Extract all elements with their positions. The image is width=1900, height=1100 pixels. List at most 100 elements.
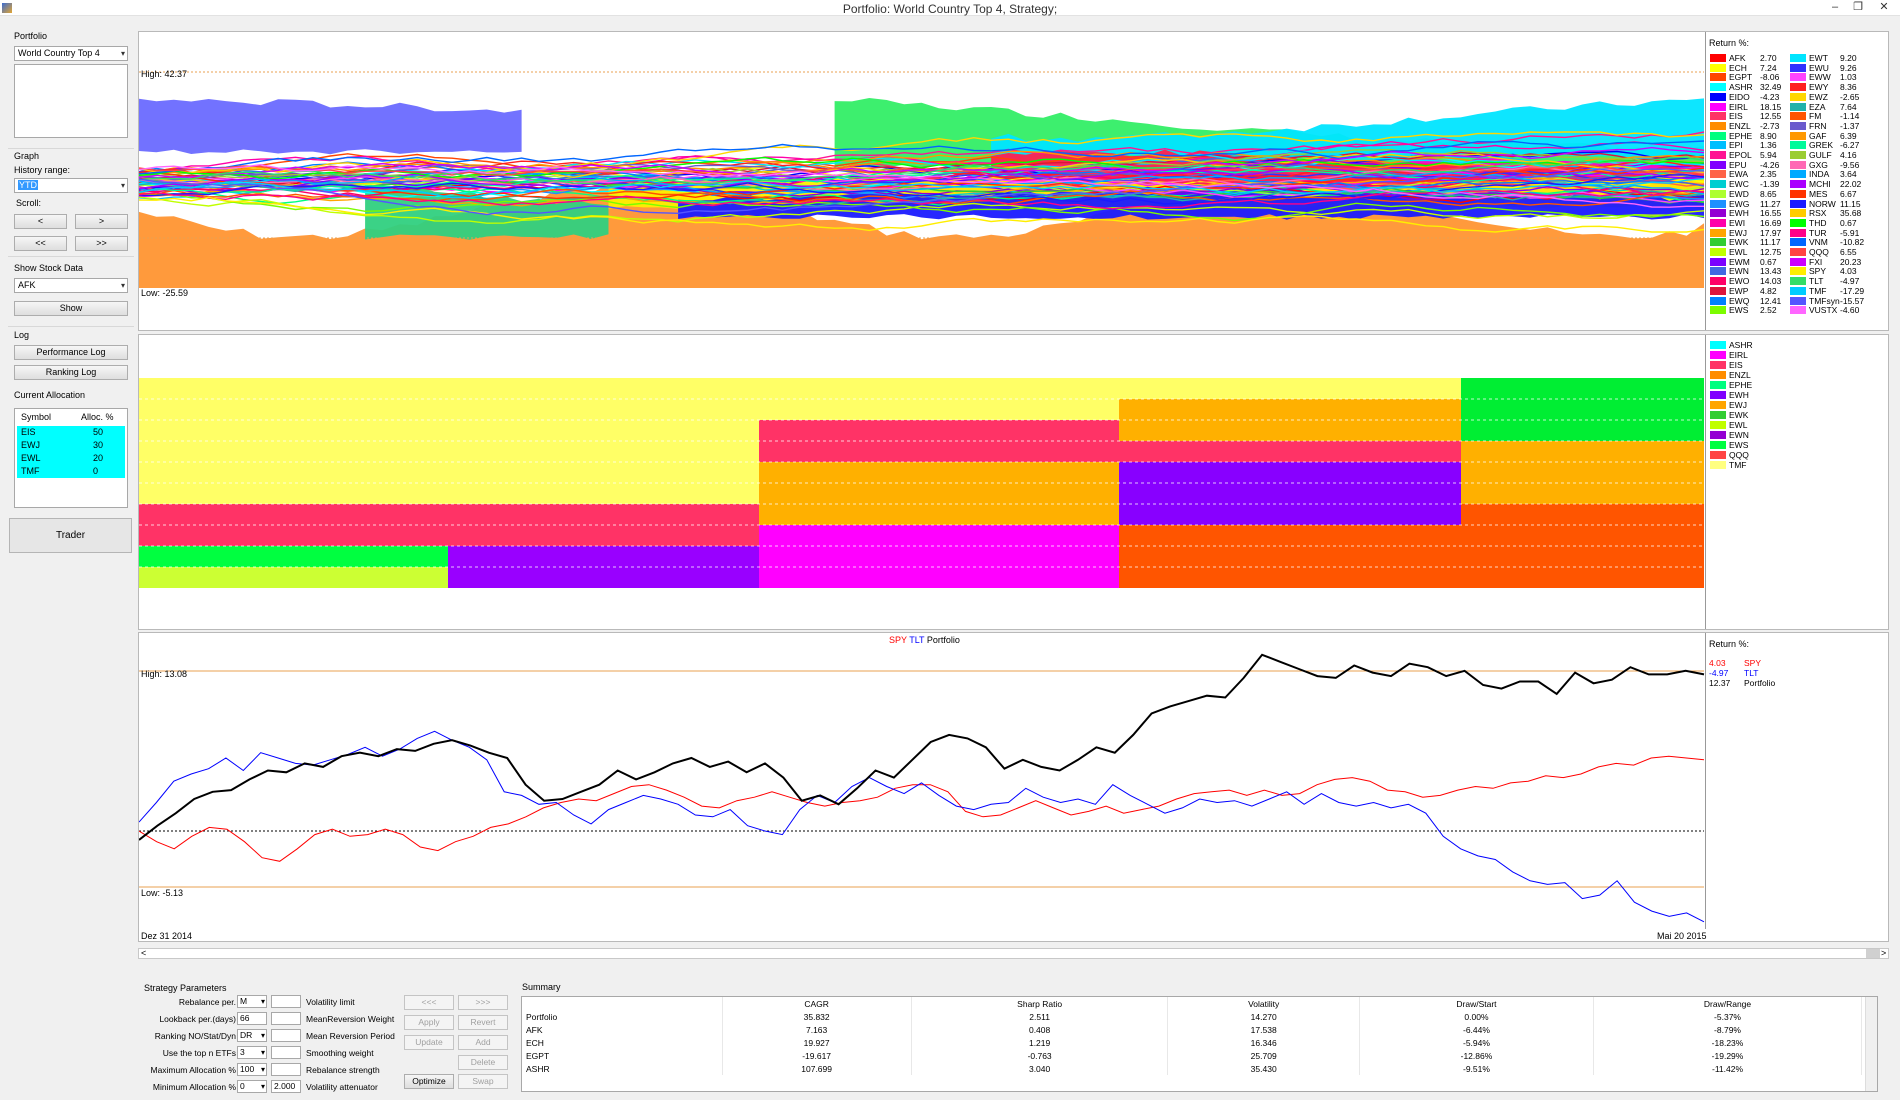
- prev-strategy-button[interactable]: <<<: [404, 995, 454, 1010]
- legend-value: 2.70: [1760, 53, 1777, 63]
- legend-swatch: [1790, 63, 1806, 72]
- summary-table[interactable]: CAGR Sharp Ratio Volatility Draw/Start D…: [521, 996, 1878, 1092]
- legend-value: 22.02: [1840, 179, 1862, 190]
- apply-button[interactable]: Apply: [404, 1015, 454, 1030]
- chevron-down-icon: ▾: [120, 181, 125, 190]
- summary-scrollbar[interactable]: [1865, 997, 1877, 1091]
- horizontal-scrollbar[interactable]: < >: [138, 948, 1889, 959]
- summary-cell: 14.270: [1167, 1010, 1360, 1023]
- ranking-legend: ASHR EIRL EIS ENZL EPHE EWH EWJ EWK EWL EWN EWS QQQ…: [1705, 335, 1887, 629]
- mr-period-label: Mean Reversion Period: [306, 1031, 395, 1041]
- minimize-icon[interactable]: –: [1831, 1, 1839, 13]
- max-alloc-value: 100: [240, 1064, 255, 1074]
- legend-swatch: [1710, 141, 1726, 150]
- add-button[interactable]: Add: [458, 1035, 508, 1050]
- summary-row[interactable]: ASHR 107.699 3.040 35.430 -9.51% -11.42%: [522, 1062, 1862, 1075]
- history-range-select[interactable]: YTD ▾: [14, 178, 128, 193]
- rebalance-strength-field[interactable]: [271, 1063, 301, 1076]
- scroll-left-icon[interactable]: <: [141, 948, 147, 958]
- summary-row[interactable]: EGPT -19.617 -0.763 25.709 -12.86% -19.29%: [522, 1049, 1862, 1062]
- scroll-thumb[interactable]: [1866, 949, 1880, 958]
- rebalance-select[interactable]: M ▾: [237, 995, 267, 1008]
- topn-select[interactable]: 3 ▾: [237, 1046, 267, 1059]
- next-strategy-button[interactable]: >>>: [458, 995, 508, 1010]
- tlt-line: [139, 730, 1705, 923]
- date-end-label: Mai 20 2015: [1657, 931, 1707, 941]
- summary-col-header[interactable]: CAGR: [722, 997, 912, 1010]
- legend-value: -5.91: [1840, 227, 1860, 238]
- summary-row[interactable]: AFK 7.163 0.408 17.538 -6.44% -8.79%: [522, 1023, 1862, 1036]
- summary-row[interactable]: ECH 19.927 1.219 16.346 -5.94% -18.23%: [522, 1036, 1862, 1049]
- ranking-select[interactable]: DR ▾: [237, 1029, 267, 1042]
- legend-symbol: EWS: [1729, 305, 1749, 316]
- benchmark-line-chart[interactable]: SPY TLT Portfolio High: 13.08 Low: -5.13…: [138, 632, 1889, 942]
- trader-button[interactable]: Trader: [9, 518, 132, 553]
- legend-swatch: [1790, 160, 1806, 169]
- volatility-attenuator-field[interactable]: 2.000: [271, 1080, 301, 1093]
- rank-block: [139, 462, 448, 483]
- summary-col-header[interactable]: Sharp Ratio: [911, 997, 1169, 1010]
- performance-log-button[interactable]: Performance Log: [14, 345, 128, 360]
- summary-row[interactable]: Portfolio 35.832 2.511 14.270 0.00% -5.37%: [522, 1010, 1862, 1023]
- min-alloc-select[interactable]: 0 ▾: [237, 1080, 267, 1093]
- legend-value: 11.15: [1840, 198, 1861, 209]
- delete-button[interactable]: Delete: [458, 1055, 508, 1070]
- rank-block: [1461, 462, 1704, 483]
- scroll-forward-button[interactable]: >: [75, 214, 128, 229]
- restore-icon[interactable]: ❐: [1853, 1, 1863, 13]
- show-button[interactable]: Show: [14, 301, 128, 316]
- close-icon[interactable]: ✕: [1879, 1, 1889, 13]
- summary-col-header[interactable]: Draw/Range: [1593, 997, 1862, 1010]
- legend-swatch: [1710, 54, 1726, 62]
- legend-swatch: [1790, 102, 1806, 111]
- max-alloc-select[interactable]: 100 ▾: [237, 1063, 267, 1076]
- legend-value: 12.75: [1760, 247, 1782, 257]
- update-button[interactable]: Update: [404, 1035, 454, 1050]
- legend-swatch: [1710, 431, 1726, 439]
- rank-block: [759, 546, 1119, 567]
- mr-period-field[interactable]: [271, 1029, 301, 1042]
- portfolio-list[interactable]: [14, 64, 128, 138]
- legend-swatch: [1710, 401, 1726, 409]
- summary-col-header[interactable]: Draw/Start: [1359, 997, 1595, 1010]
- mr-weight-field[interactable]: [271, 1012, 301, 1025]
- scroll-right-icon[interactable]: >: [1881, 948, 1887, 958]
- revert-button[interactable]: Revert: [458, 1015, 508, 1030]
- scroll-forward-far-button[interactable]: >>: [75, 236, 128, 251]
- legend-symbol: EWK: [1729, 237, 1749, 248]
- legend-value: -1.37: [1840, 120, 1860, 131]
- legend-symbol: ASHR: [1729, 82, 1753, 93]
- legend-value: -4.23: [1760, 91, 1780, 102]
- alloc-row[interactable]: EIS 50: [17, 426, 125, 439]
- legend-value: -6.27: [1840, 140, 1860, 151]
- swap-button[interactable]: Swap: [458, 1074, 508, 1089]
- allocation-table[interactable]: Symbol Alloc. % EIS 50 EWJ 30 EWL 20 TMF 0: [14, 408, 128, 508]
- legend-symbol: EWL: [1729, 420, 1748, 430]
- alloc-row[interactable]: EWL 20: [17, 452, 125, 465]
- summary-cell: -12.86%: [1359, 1049, 1595, 1062]
- summary-col-header[interactable]: Volatility: [1167, 997, 1360, 1010]
- ranking-log-button[interactable]: Ranking Log: [14, 365, 128, 380]
- legend-value: 11.27: [1760, 198, 1781, 209]
- legend-swatch: [1710, 238, 1726, 247]
- volatility-limit-field[interactable]: [271, 995, 301, 1008]
- stock-select[interactable]: AFK ▾: [14, 278, 128, 293]
- legend-symbol: GXG: [1809, 159, 1828, 170]
- scroll-back-far-button[interactable]: <<: [14, 236, 67, 251]
- legend-symbol: MCHI: [1809, 179, 1831, 190]
- legend-swatch: [1710, 451, 1726, 459]
- divider: [8, 256, 134, 257]
- smoothing-field[interactable]: [271, 1046, 301, 1059]
- legend-symbol: MES: [1809, 188, 1828, 199]
- scroll-back-button[interactable]: <: [14, 214, 67, 229]
- summary-col-header[interactable]: [522, 997, 723, 1010]
- lookback-field[interactable]: 66: [237, 1012, 267, 1025]
- legend-swatch: [1790, 228, 1806, 237]
- portfolio-select[interactable]: World Country Top 4 ▾: [14, 46, 128, 61]
- returns-area-chart[interactable]: High: 42.37 Low: -25.59 Return %: AFK 2.7…: [138, 31, 1889, 331]
- rank-block: [139, 504, 448, 525]
- optimize-button[interactable]: Optimize: [404, 1074, 454, 1089]
- alloc-row[interactable]: EWJ 30: [17, 439, 125, 452]
- ranking-chart[interactable]: ASHR EIRL EIS ENZL EPHE EWH EWJ EWK EWL EWN EWS QQQ…: [138, 334, 1889, 630]
- alloc-row[interactable]: TMF 0: [17, 465, 125, 478]
